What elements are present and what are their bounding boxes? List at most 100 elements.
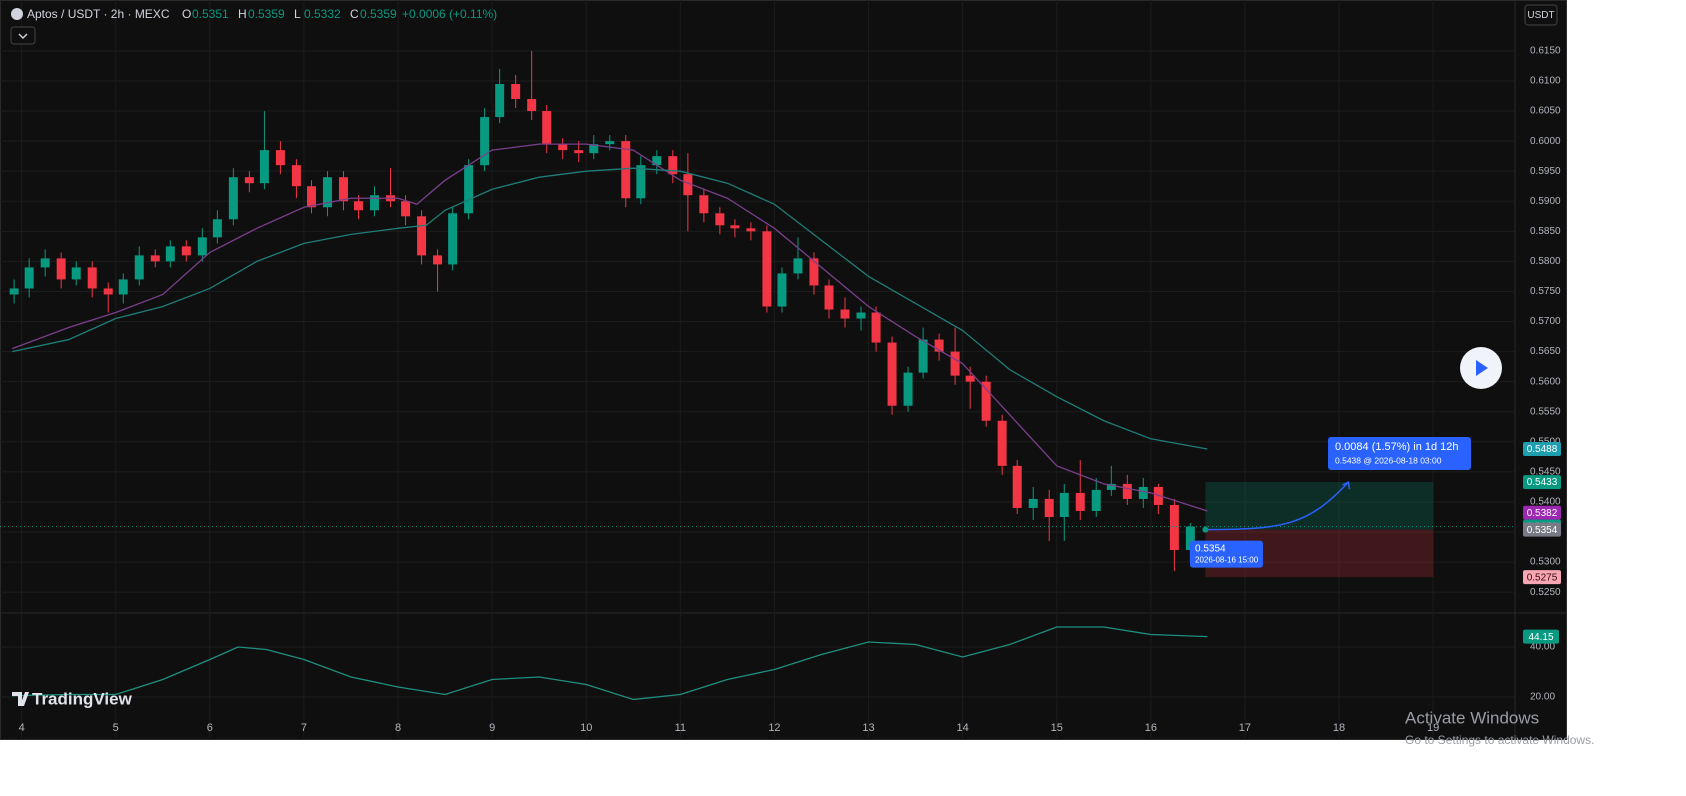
candle-body bbox=[1044, 498, 1054, 517]
ohlc-key: H bbox=[238, 7, 247, 21]
candle-body bbox=[574, 150, 584, 154]
candle-body bbox=[197, 237, 207, 256]
y-tick-label: 0.5250 bbox=[1530, 587, 1561, 598]
candle-body bbox=[871, 312, 881, 343]
indicator-badge bbox=[1523, 629, 1559, 644]
candle-body bbox=[1075, 492, 1085, 511]
price-badge-label: 0.5354 bbox=[1527, 525, 1558, 536]
candle-body bbox=[762, 231, 772, 307]
watermark-title: Activate Windows bbox=[1405, 708, 1539, 727]
candle-body bbox=[981, 381, 991, 421]
y-tick-label: 0.6150 bbox=[1530, 46, 1561, 57]
target-zone bbox=[1205, 482, 1434, 530]
candle-body bbox=[683, 174, 693, 196]
candle-body bbox=[965, 375, 975, 382]
candle-body bbox=[903, 372, 913, 406]
price-badge-label: 0.5275 bbox=[1527, 572, 1558, 583]
candle-body bbox=[480, 117, 490, 166]
x-tick-label: 10 bbox=[580, 722, 592, 734]
x-tick-label: 17 bbox=[1239, 722, 1251, 734]
candle-body bbox=[448, 213, 458, 265]
price-badge bbox=[1523, 570, 1561, 585]
price-badge-label: 0.5433 bbox=[1527, 477, 1558, 488]
candle-body bbox=[306, 186, 316, 208]
indicator-tick-label: 20.00 bbox=[1530, 692, 1555, 703]
candle-body bbox=[652, 156, 662, 166]
ohlc-key: C bbox=[350, 7, 359, 21]
x-tick-label: 7 bbox=[301, 722, 307, 734]
ohlc-value: 0.5359 bbox=[248, 7, 285, 21]
candle-body bbox=[1012, 465, 1022, 508]
x-tick-label: 6 bbox=[207, 722, 213, 734]
candle-body bbox=[275, 150, 285, 166]
entry-time: 2026-08-16 15:00 bbox=[1195, 556, 1259, 565]
indicator-tick-label: 40.00 bbox=[1530, 642, 1555, 653]
entry-point bbox=[1202, 526, 1209, 533]
ohlc-value: 0.5332 bbox=[304, 7, 341, 21]
candle-body bbox=[527, 99, 537, 112]
y-tick-label: 0.5800 bbox=[1530, 256, 1561, 267]
x-tick-label: 14 bbox=[957, 722, 969, 734]
target-change: 0.0084 (1.57%) in 1d 12h bbox=[1335, 441, 1459, 453]
candle-body bbox=[1122, 483, 1132, 499]
collapse-button[interactable] bbox=[10, 26, 36, 45]
candle-body bbox=[840, 309, 850, 319]
x-tick-label: 15 bbox=[1051, 722, 1063, 734]
y-tick-label: 0.5600 bbox=[1530, 376, 1561, 387]
price-badge bbox=[1523, 442, 1561, 457]
candle-body bbox=[228, 177, 238, 220]
x-tick-label: 12 bbox=[768, 722, 780, 734]
candle-body bbox=[621, 141, 631, 199]
ohlc-value: 0.5359 bbox=[360, 7, 397, 21]
x-tick-label: 9 bbox=[489, 722, 495, 734]
x-tick-label: 5 bbox=[113, 722, 119, 734]
target-label-box bbox=[1328, 437, 1471, 470]
x-tick-label: 4 bbox=[19, 722, 25, 734]
chart-background bbox=[0, 0, 1567, 740]
y-tick-label: 0.6050 bbox=[1530, 106, 1561, 117]
candle-body bbox=[809, 258, 819, 286]
candle-body bbox=[401, 201, 411, 217]
target-label: 0.5438 @ 2026-08-18 03:00 bbox=[1335, 455, 1442, 465]
candle-body bbox=[887, 342, 897, 406]
indicator-line bbox=[12, 626, 1208, 701]
candle-body bbox=[730, 225, 740, 229]
candle-body bbox=[856, 312, 866, 319]
candle-body bbox=[291, 165, 301, 187]
play-icon bbox=[1476, 360, 1488, 376]
y-tick-label: 0.5950 bbox=[1530, 166, 1561, 177]
candle-body bbox=[322, 177, 332, 208]
y-tick-label: 0.5850 bbox=[1530, 226, 1561, 237]
candle-body bbox=[181, 246, 191, 256]
x-tick-label: 18 bbox=[1333, 722, 1345, 734]
candle-body bbox=[1028, 498, 1038, 508]
chevron-icon bbox=[18, 33, 28, 39]
candle-body bbox=[212, 219, 222, 238]
price-badge-label: 0.5488 bbox=[1527, 444, 1558, 455]
candle-body bbox=[87, 267, 97, 289]
currency-button[interactable] bbox=[1524, 4, 1558, 26]
y-tick-label: 0.5750 bbox=[1530, 286, 1561, 297]
candle-body bbox=[338, 177, 348, 202]
candle-body bbox=[1138, 486, 1148, 499]
candle-body bbox=[9, 288, 19, 295]
candle-body bbox=[1185, 526, 1195, 551]
y-tick-label: 0.5500 bbox=[1530, 436, 1561, 447]
entry-label-box bbox=[1190, 540, 1263, 568]
candle-body bbox=[793, 258, 803, 274]
candle-body bbox=[589, 144, 599, 154]
x-tick-label: 19 bbox=[1427, 722, 1439, 734]
ohlc-value: 0.5351 bbox=[192, 7, 229, 21]
symbol-icon bbox=[11, 8, 23, 20]
candle-body bbox=[464, 165, 474, 214]
candle-body bbox=[1091, 489, 1101, 511]
candle-body bbox=[1169, 504, 1179, 551]
candle-body bbox=[370, 195, 380, 211]
candle-body bbox=[668, 156, 678, 175]
candle-body bbox=[56, 258, 66, 280]
candle-body bbox=[558, 144, 568, 151]
y-tick-label: 0.6000 bbox=[1530, 136, 1561, 147]
ohlc-key: L bbox=[294, 7, 301, 21]
y-tick-label: 0.5900 bbox=[1530, 196, 1561, 207]
